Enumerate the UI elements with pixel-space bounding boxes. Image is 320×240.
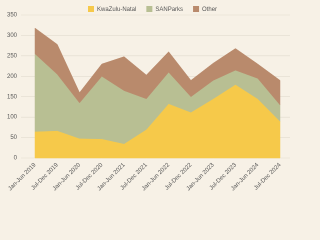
legend-label: KwaZulu-Natal — [97, 7, 136, 13]
legend-label: Other — [202, 7, 217, 13]
y-tick-label: 100 — [7, 115, 18, 121]
y-tick-label: 0 — [14, 156, 18, 162]
legend-label: SANParks — [155, 7, 183, 13]
y-tick-label: 200 — [7, 74, 18, 80]
y-tick-label: 350 — [7, 13, 18, 19]
y-tick-label: 300 — [7, 33, 18, 39]
legend-swatch — [88, 6, 94, 12]
legend-swatch — [146, 6, 153, 12]
area — [34, 27, 281, 106]
legend-swatch — [193, 6, 200, 12]
y-tick-label: 50 — [10, 135, 17, 141]
y-tick-label: 250 — [7, 53, 18, 59]
y-tick-label: 150 — [7, 94, 18, 100]
